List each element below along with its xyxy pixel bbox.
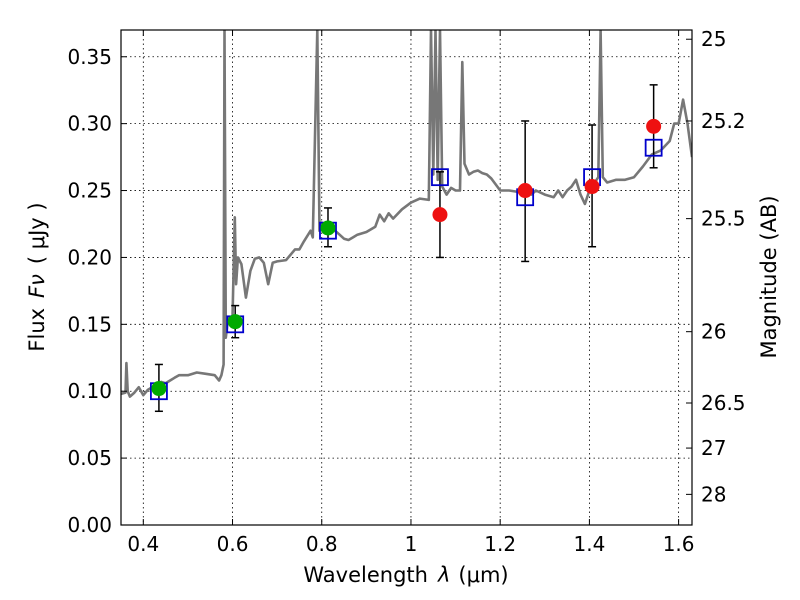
- axes-ticks: 0.4 0.6 0.8 1 1.2 1.4 1.6 0.00 0.05 0.10 0.15 0.20 0…: [67, 27, 745, 556]
- y-tick-label: 0.10: [67, 379, 112, 403]
- mag-tick-label: 27: [701, 436, 726, 460]
- x-tick-label: 1.6: [663, 532, 695, 556]
- nir-point: [517, 183, 533, 199]
- y-tick-label: 0.20: [67, 245, 112, 269]
- spectrum-line: [121, 30, 692, 398]
- y-tick-label: 0.05: [67, 446, 112, 470]
- x-tick-label: 0.8: [306, 532, 338, 556]
- optical-point: [320, 220, 336, 236]
- y-tick-label: 0.00: [67, 513, 112, 537]
- magnitude-axis-label: Magnitude (AB): [757, 195, 781, 358]
- optical-point: [151, 381, 167, 397]
- nir-point: [584, 179, 600, 195]
- nir-point: [646, 118, 662, 134]
- x-tick-label: 1.4: [573, 532, 605, 556]
- y-axis-label: FluxFν( μJy ): [25, 202, 49, 351]
- mag-tick-label: 25: [701, 27, 726, 51]
- mag-tick-label: 25.5: [701, 207, 746, 231]
- model-photometry-square: [644, 138, 663, 157]
- plot-area: [121, 30, 692, 413]
- x-tick-label: 1: [405, 532, 418, 556]
- nir-point: [432, 207, 448, 223]
- x-tick-label: 0.4: [127, 532, 159, 556]
- mag-tick-label: 28: [701, 482, 726, 506]
- x-tick-label: 0.6: [217, 532, 249, 556]
- x-axis-label: Wavelength λ (μm): [303, 563, 508, 587]
- mag-tick-label: 26: [701, 320, 726, 344]
- y-tick-label: 0.25: [67, 179, 112, 203]
- mag-tick-label: 25.2: [701, 109, 746, 133]
- y-tick-label: 0.15: [67, 312, 112, 336]
- model-photometry-square: [431, 168, 449, 187]
- y-tick-label: 0.35: [67, 45, 112, 69]
- plot-frame: [120, 29, 693, 526]
- y-tick-label: 0.30: [67, 112, 112, 136]
- grid: [121, 30, 692, 525]
- x-tick-label: 1.2: [484, 532, 516, 556]
- mag-tick-label: 26.5: [701, 391, 746, 415]
- optical-point: [227, 314, 243, 330]
